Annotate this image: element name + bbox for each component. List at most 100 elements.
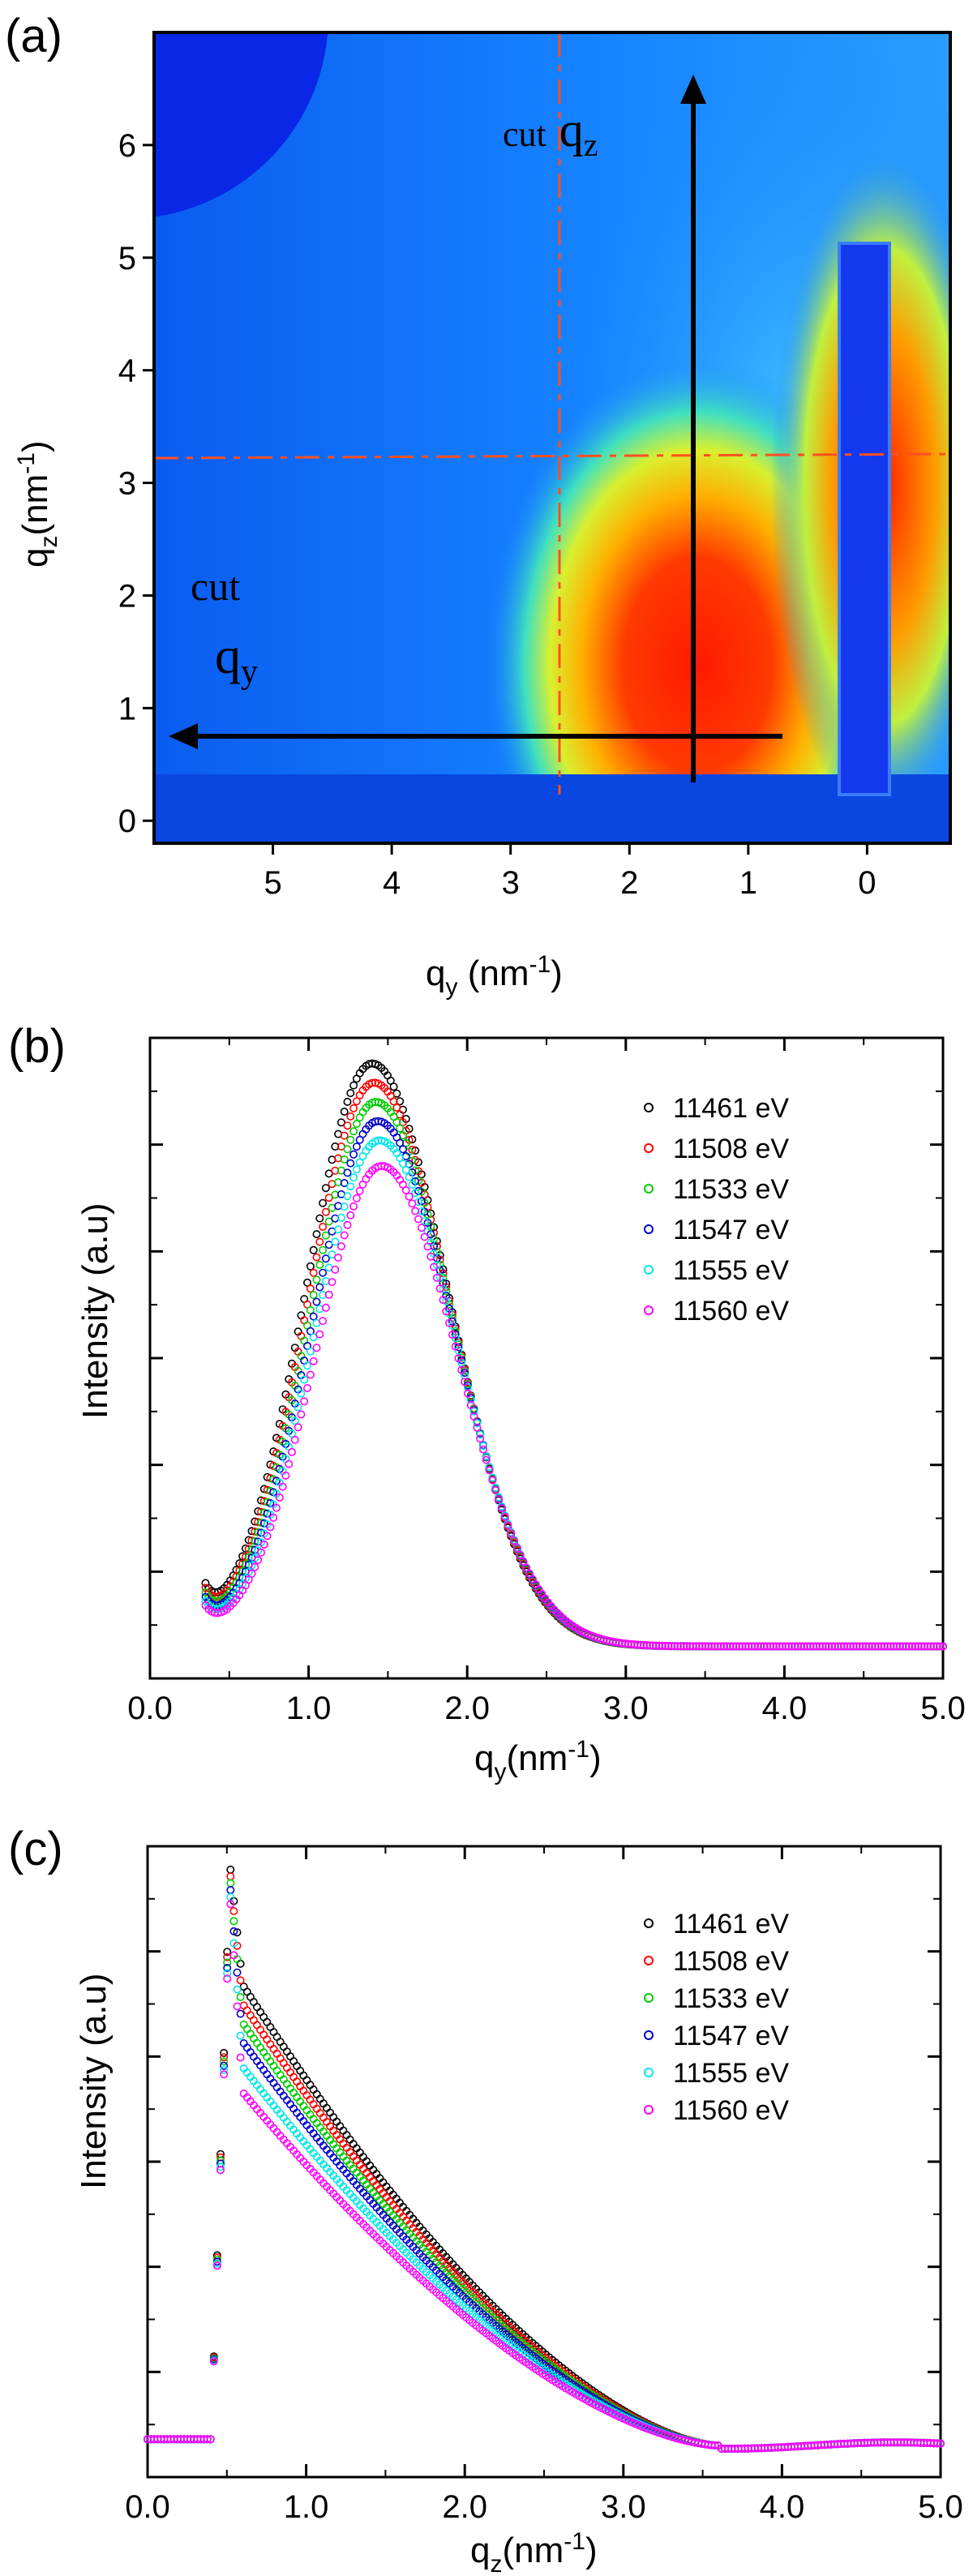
panel-b-ylabel: Intensity (a.u) bbox=[75, 1202, 115, 1419]
data-point bbox=[430, 1223, 439, 1232]
panel-a-label: (a) bbox=[5, 10, 62, 62]
data-point bbox=[252, 2021, 261, 2030]
data-point bbox=[750, 1642, 759, 1651]
data-point bbox=[315, 1260, 324, 1269]
data-point bbox=[488, 1473, 497, 1482]
legend-label: 11461 eV bbox=[673, 1093, 789, 1124]
data-point bbox=[300, 1375, 309, 1384]
data-point bbox=[236, 1976, 245, 1985]
data-point bbox=[324, 1290, 333, 1299]
data-point bbox=[324, 1194, 333, 1202]
data-point bbox=[846, 1642, 855, 1651]
x-tick-label: 3.0 bbox=[601, 2489, 646, 2525]
data-point bbox=[346, 1112, 355, 1121]
data-point bbox=[352, 1120, 361, 1129]
panel-c-ylabel: Intensity (a.u) bbox=[74, 1973, 114, 2189]
legend-marker bbox=[644, 2068, 654, 2077]
data-point bbox=[417, 1197, 426, 1206]
data-point bbox=[276, 2038, 285, 2047]
data-point bbox=[343, 1220, 352, 1229]
data-point bbox=[859, 1642, 868, 1651]
legend-marker bbox=[644, 1918, 654, 1928]
data-point bbox=[905, 1642, 914, 1651]
x-tick-label: 3 bbox=[502, 865, 520, 901]
data-point bbox=[302, 1384, 311, 1393]
data-point bbox=[336, 1118, 345, 1127]
y-tick-label: 1 bbox=[118, 691, 136, 727]
data-point bbox=[315, 1330, 324, 1339]
data-point bbox=[491, 1483, 500, 1492]
panel-b-frame bbox=[148, 1036, 945, 1680]
data-point bbox=[315, 1237, 324, 1246]
x-tick-label: 3.0 bbox=[603, 1691, 649, 1726]
data-point bbox=[729, 1642, 738, 1651]
data-point bbox=[263, 2035, 272, 2044]
data-point bbox=[226, 1865, 235, 1874]
series-11555-eV bbox=[144, 1892, 945, 2454]
data-point bbox=[247, 1569, 256, 1578]
legend-label: 11508 eV bbox=[673, 1134, 789, 1164]
data-point bbox=[448, 1331, 456, 1339]
legend-marker bbox=[644, 1305, 654, 1315]
data-point bbox=[349, 1127, 358, 1136]
legend-marker bbox=[644, 1184, 654, 1194]
data-point bbox=[319, 1268, 328, 1277]
data-point bbox=[220, 2048, 229, 2057]
series-11547-eV bbox=[201, 1117, 948, 1651]
data-point bbox=[254, 1556, 263, 1565]
data-point bbox=[439, 1284, 448, 1293]
data-point bbox=[244, 1575, 253, 1584]
legend-label: 11547 eV bbox=[673, 2021, 789, 2051]
data-point bbox=[843, 1642, 852, 1651]
y-tick-label: 2 bbox=[118, 578, 136, 614]
data-point bbox=[220, 2053, 229, 2062]
data-point bbox=[352, 1194, 361, 1202]
legend-marker bbox=[644, 1103, 654, 1112]
data-point bbox=[294, 1423, 302, 1432]
data-point bbox=[324, 1217, 333, 1226]
legend-label: 11508 eV bbox=[673, 1946, 789, 1977]
data-point bbox=[765, 1642, 774, 1651]
panel-a-ylabel: qz(nm-1) bbox=[13, 440, 62, 568]
data-point bbox=[223, 1958, 232, 1967]
data-point bbox=[488, 1476, 497, 1485]
data-point bbox=[405, 1172, 414, 1181]
data-point bbox=[334, 1254, 343, 1262]
data-point bbox=[937, 2439, 945, 2448]
data-point bbox=[266, 1523, 275, 1532]
x-tick-label: 1.0 bbox=[284, 2489, 329, 2525]
series-11560-eV bbox=[144, 1900, 945, 2454]
x-tick-label: 0.0 bbox=[127, 1691, 173, 1726]
y-tick-label: 6 bbox=[118, 128, 136, 164]
heatmap-frame bbox=[152, 31, 952, 845]
data-point bbox=[315, 1283, 324, 1292]
data-point bbox=[398, 1159, 407, 1168]
data-point bbox=[710, 2441, 719, 2450]
heatmap bbox=[154, 32, 950, 843]
beamstop bbox=[838, 242, 891, 796]
data-point bbox=[306, 1347, 315, 1356]
data-point bbox=[485, 1466, 494, 1475]
data-point bbox=[772, 1642, 781, 1651]
data-point bbox=[242, 2006, 251, 2015]
cut-qy-label-var: qy bbox=[215, 627, 258, 691]
data-point bbox=[886, 1642, 895, 1651]
data-point bbox=[883, 1642, 892, 1651]
panel-a-xlabel: qy (nm-1) bbox=[426, 951, 563, 1001]
data-point bbox=[435, 1284, 444, 1293]
data-point bbox=[442, 1307, 451, 1316]
y-tick-label: 3 bbox=[118, 466, 136, 502]
data-point bbox=[340, 1155, 349, 1164]
data-point bbox=[328, 1278, 336, 1287]
data-point bbox=[331, 1265, 340, 1274]
data-point bbox=[469, 1407, 478, 1416]
data-point bbox=[312, 1275, 321, 1284]
data-point bbox=[309, 1357, 318, 1365]
legend-marker bbox=[644, 2030, 654, 2040]
data-point bbox=[287, 1447, 296, 1456]
data-point bbox=[414, 1177, 422, 1185]
data-point bbox=[476, 1434, 485, 1443]
data-point bbox=[287, 1429, 296, 1438]
data-point bbox=[411, 1189, 420, 1198]
